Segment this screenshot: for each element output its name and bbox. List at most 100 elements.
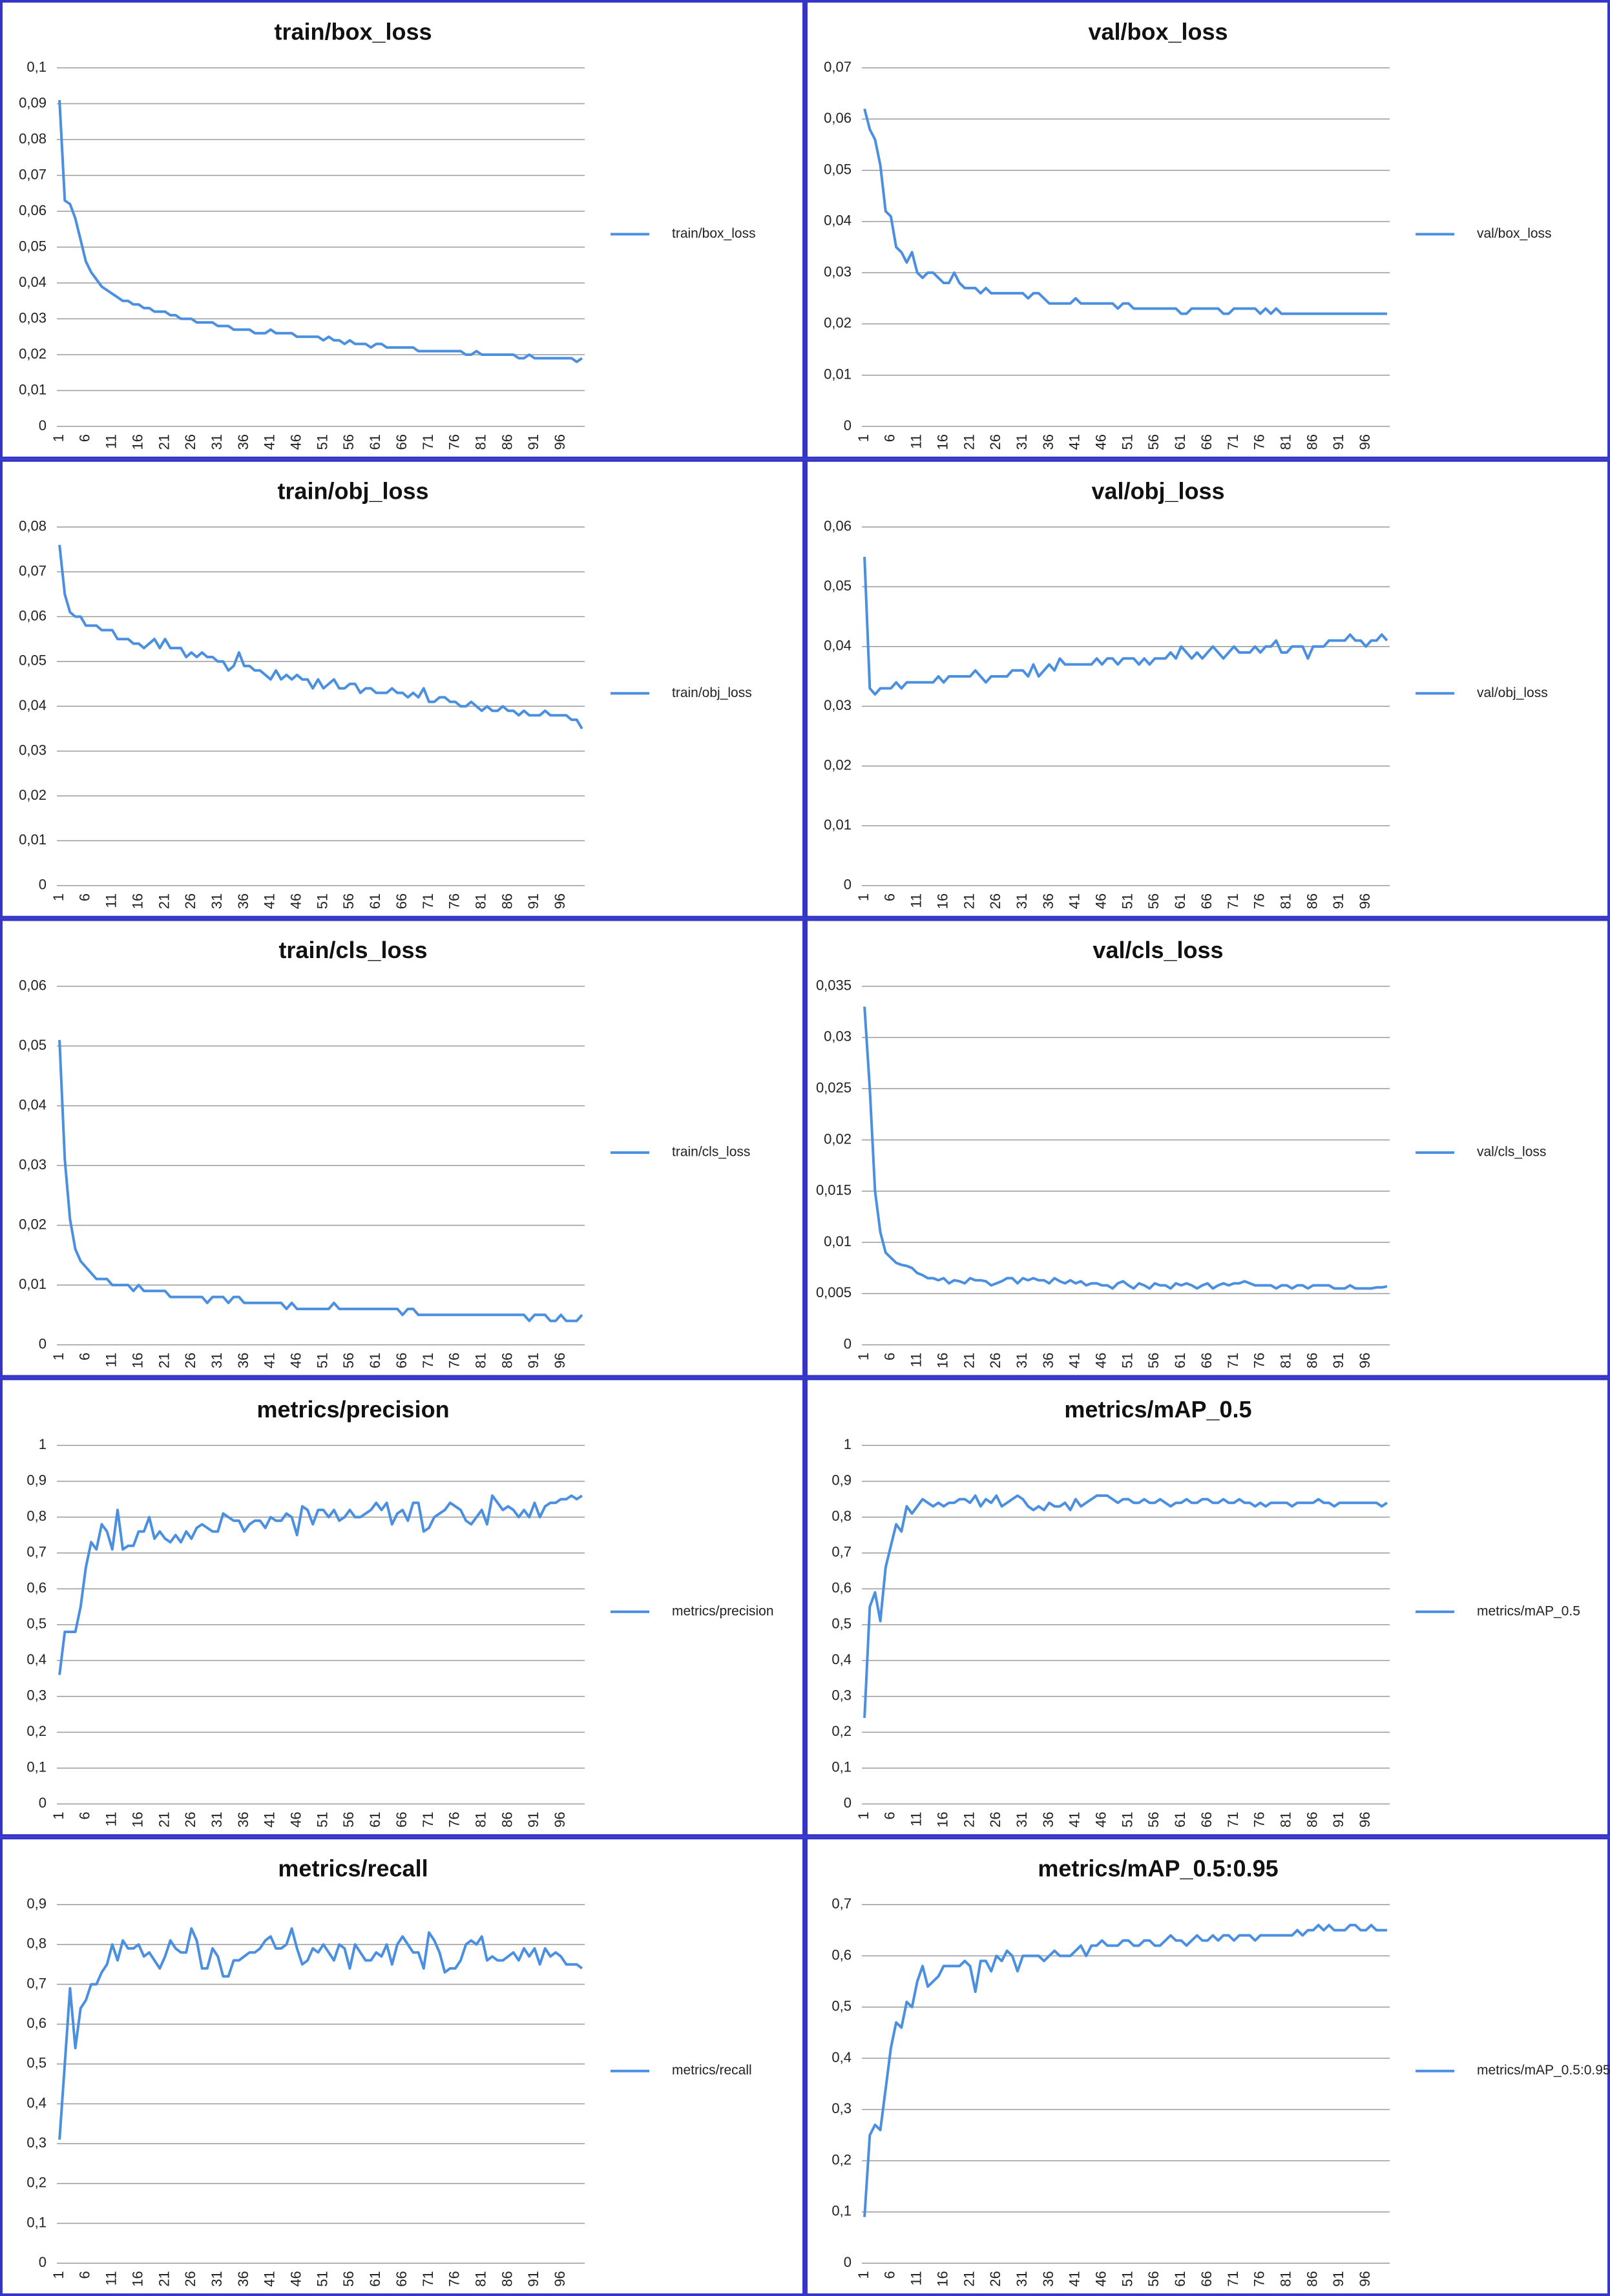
y-tick-label: 0	[39, 1335, 47, 1352]
x-tick-label: 66	[1198, 434, 1215, 450]
y-tick-label: 0,7	[831, 1895, 852, 1912]
x-tick-label: 61	[367, 1353, 383, 1368]
x-tick-label: 6	[882, 2271, 898, 2279]
y-tick-label: 1	[844, 1436, 852, 1452]
y-tick-label: 0,01	[19, 831, 47, 848]
y-tick-label: 0,08	[19, 130, 47, 147]
x-tick-label: 51	[314, 1811, 330, 1827]
x-tick-label: 16	[934, 2271, 950, 2286]
x-tick-label: 46	[1093, 1811, 1109, 1827]
x-tick-label: 36	[1040, 434, 1056, 450]
x-tick-label: 56	[1145, 434, 1162, 450]
y-tick-label: 0,2	[831, 2151, 852, 2167]
x-tick-label: 46	[288, 434, 304, 450]
y-tick-label: 0,03	[824, 264, 852, 280]
y-tick-label: 0,3	[26, 1687, 47, 1704]
legend-label: train/obj_loss	[672, 685, 752, 700]
legend-label: train/box_loss	[672, 226, 756, 241]
x-tick-label: 96	[552, 1353, 568, 1368]
x-tick-label: 46	[288, 893, 304, 909]
x-tick-label: 41	[262, 434, 278, 450]
chart-title: metrics/mAP_0.5	[1064, 1396, 1251, 1423]
y-tick-label: 0,01	[19, 381, 47, 397]
x-tick-label: 21	[961, 2271, 977, 2286]
x-tick-label: 31	[209, 893, 225, 909]
x-tick-label: 66	[393, 893, 410, 909]
x-tick-label: 11	[103, 893, 120, 908]
y-tick-label: 0,07	[19, 166, 47, 182]
x-tick-label: 81	[1277, 893, 1293, 909]
x-tick-label: 86	[1304, 893, 1320, 909]
x-tick-label: 71	[420, 893, 436, 909]
y-tick-label: 0,05	[19, 238, 47, 254]
chart-title: train/box_loss	[274, 19, 432, 45]
chart-panel: train/cls_loss 0 0,01 0,02 0,03 0,04 0,05 0,06 t…	[0, 918, 805, 1378]
x-tick-label: 91	[525, 2271, 541, 2286]
x-tick-label: 6	[77, 434, 93, 442]
y-tick-label: 0,5	[831, 1616, 852, 1632]
x-tick-label: 21	[961, 1353, 977, 1368]
y-tick-label: 0,01	[19, 1276, 47, 1292]
x-tick-label: 36	[235, 893, 251, 909]
x-tick-label: 91	[525, 893, 541, 909]
y-tick-label: 0,8	[831, 1508, 852, 1524]
x-tick-label: 1	[50, 1353, 67, 1361]
chart-title: metrics/recall	[278, 1855, 428, 1882]
x-tick-label: 76	[1251, 434, 1268, 450]
x-tick-label: 86	[1304, 1353, 1320, 1368]
chart-panel: metrics/recall 0 0,1 0,2 0,3 0,4 0,5 0,6 0,7 0,8 0…	[0, 1837, 805, 2296]
y-tick-label: 0,01	[824, 1233, 852, 1249]
x-tick-label: 61	[367, 1811, 383, 1827]
y-tick-label: 0	[39, 417, 47, 433]
x-tick-label: 61	[367, 893, 383, 909]
y-tick-label: 0,7	[831, 1544, 852, 1560]
x-tick-label: 76	[446, 893, 463, 909]
x-tick-label: 26	[987, 1353, 1003, 1368]
y-tick-label: 0,2	[831, 1723, 852, 1739]
x-tick-label: 6	[882, 434, 898, 442]
y-tick-label: 0,1	[26, 1759, 47, 1775]
x-tick-label: 11	[103, 434, 120, 449]
x-tick-label: 11	[103, 1811, 120, 1826]
x-tick-label: 86	[1304, 2271, 1320, 2286]
x-tick-label: 26	[182, 434, 198, 450]
x-tick-label: 41	[1067, 434, 1083, 450]
chart-title: val/obj_loss	[1091, 477, 1224, 504]
x-tick-label: 36	[1040, 2271, 1056, 2286]
x-tick-label: 21	[961, 1811, 977, 1827]
x-tick-label: 56	[340, 1353, 357, 1368]
x-tick-label: 66	[1198, 1811, 1215, 1827]
y-tick-label: 0,3	[831, 2100, 852, 2116]
x-tick-label: 66	[393, 434, 410, 450]
y-tick-label: 0,2	[26, 2175, 47, 2191]
x-tick-label: 76	[446, 2271, 463, 2286]
x-tick-label: 51	[314, 2271, 330, 2286]
x-tick-label: 96	[1357, 893, 1373, 909]
x-tick-label: 61	[1172, 2271, 1188, 2286]
chart-panel: train/obj_loss 0 0,01 0,02 0,03 0,04 0,05 0,06 0…	[0, 459, 805, 919]
y-tick-label: 0,5	[26, 2055, 47, 2071]
y-tick-label: 0,9	[831, 1472, 852, 1488]
x-tick-label: 1	[855, 893, 872, 901]
x-tick-label: 26	[987, 2271, 1003, 2286]
x-tick-label: 1	[50, 893, 67, 901]
x-tick-label: 71	[420, 2271, 436, 2286]
x-tick-label: 56	[1145, 2271, 1162, 2286]
x-tick-label: 71	[420, 1353, 436, 1368]
x-tick-label: 91	[1330, 1353, 1346, 1368]
x-tick-label: 51	[314, 893, 330, 909]
x-tick-label: 21	[156, 2271, 172, 2286]
x-tick-label: 6	[77, 2271, 93, 2279]
x-tick-label: 16	[129, 434, 145, 450]
panel-border	[0, 918, 805, 1378]
x-tick-label: 56	[340, 2271, 357, 2286]
x-tick-label: 61	[1172, 1811, 1188, 1827]
chart-panel: metrics/mAP_0.5:0.95 0 0,1 0,2 0,3 0,4 0,5 0,6 0…	[805, 1837, 1610, 2296]
x-tick-label: 11	[908, 893, 925, 908]
x-tick-label: 46	[288, 1353, 304, 1368]
x-tick-label: 46	[288, 1811, 304, 1827]
y-tick-label: 0,4	[831, 2049, 852, 2065]
y-tick-label: 0	[39, 877, 47, 893]
x-tick-label: 76	[446, 1811, 463, 1827]
y-tick-label: 0,4	[26, 1651, 47, 1667]
